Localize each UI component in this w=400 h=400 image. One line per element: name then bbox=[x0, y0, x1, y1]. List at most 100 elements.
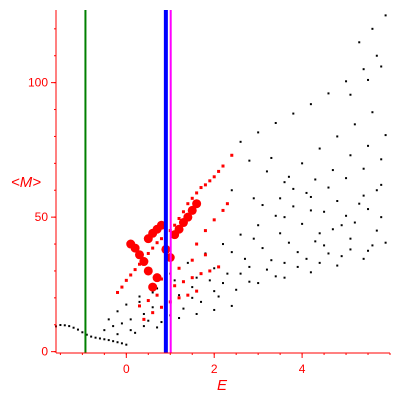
data-points bbox=[55, 14, 387, 346]
data-point bbox=[362, 194, 365, 197]
data-point bbox=[239, 233, 242, 236]
data-point bbox=[112, 340, 115, 343]
data-point bbox=[221, 208, 225, 212]
data-point bbox=[353, 221, 356, 224]
data-point bbox=[301, 222, 304, 225]
data-point bbox=[305, 191, 308, 194]
data-point bbox=[159, 277, 163, 281]
data-point bbox=[384, 14, 387, 17]
data-point bbox=[336, 135, 339, 138]
data-point bbox=[212, 218, 216, 222]
data-point bbox=[292, 112, 295, 115]
data-point bbox=[142, 312, 145, 315]
data-point bbox=[230, 251, 233, 254]
data-point bbox=[274, 121, 277, 124]
data-point bbox=[173, 223, 177, 227]
data-point bbox=[152, 273, 162, 283]
data-point bbox=[139, 257, 149, 267]
data-point bbox=[235, 288, 238, 291]
data-point bbox=[186, 202, 190, 206]
data-point bbox=[371, 244, 374, 247]
data-point bbox=[248, 265, 251, 268]
data-point bbox=[195, 289, 199, 293]
x-tick-label: 2 bbox=[211, 362, 218, 376]
data-point bbox=[375, 54, 378, 57]
data-point bbox=[257, 282, 260, 285]
data-point bbox=[199, 272, 203, 276]
data-point bbox=[222, 282, 224, 285]
data-point bbox=[190, 276, 194, 280]
data-point bbox=[146, 299, 150, 303]
data-point bbox=[203, 253, 207, 257]
data-point bbox=[340, 255, 343, 258]
data-point bbox=[349, 248, 352, 251]
data-point bbox=[195, 191, 199, 195]
data-point bbox=[116, 290, 120, 294]
data-point bbox=[380, 158, 383, 161]
data-point bbox=[296, 251, 299, 254]
data-point bbox=[208, 179, 212, 183]
data-point bbox=[384, 241, 387, 244]
data-point bbox=[200, 300, 203, 303]
data-point bbox=[283, 276, 286, 279]
data-point bbox=[103, 329, 106, 332]
data-point bbox=[371, 111, 374, 114]
data-point bbox=[159, 305, 163, 309]
data-point bbox=[309, 209, 312, 212]
data-point bbox=[151, 306, 154, 309]
data-point bbox=[358, 202, 361, 205]
data-point bbox=[367, 144, 370, 147]
data-point bbox=[318, 232, 321, 235]
data-point bbox=[367, 78, 370, 81]
data-point bbox=[107, 339, 110, 342]
x-tick-label: 0 bbox=[123, 362, 130, 376]
data-point bbox=[90, 335, 93, 338]
data-point bbox=[318, 261, 321, 264]
y-tick-label: 0 bbox=[41, 345, 48, 359]
data-point bbox=[222, 243, 224, 246]
data-point bbox=[243, 257, 246, 260]
data-point bbox=[213, 267, 216, 270]
axis-ticks: 0 2 4 0 50 100 bbox=[28, 28, 391, 376]
data-point bbox=[248, 159, 251, 162]
data-point bbox=[380, 216, 383, 219]
data-point bbox=[371, 27, 374, 30]
data-point bbox=[173, 284, 177, 288]
data-point bbox=[367, 249, 370, 252]
data-point bbox=[217, 265, 221, 269]
data-point bbox=[124, 278, 128, 282]
data-point bbox=[142, 325, 145, 328]
data-point bbox=[283, 261, 286, 264]
data-point bbox=[345, 177, 348, 180]
data-point bbox=[261, 247, 264, 250]
data-point bbox=[283, 216, 286, 219]
data-point bbox=[270, 259, 273, 262]
data-point bbox=[133, 268, 137, 272]
data-point bbox=[257, 131, 260, 134]
data-point bbox=[212, 175, 216, 179]
data-point bbox=[195, 276, 198, 279]
data-point bbox=[270, 156, 273, 159]
data-point bbox=[116, 341, 119, 344]
data-point bbox=[217, 295, 220, 298]
data-point bbox=[380, 183, 383, 186]
data-point bbox=[239, 140, 242, 143]
data-point bbox=[340, 224, 343, 227]
data-point bbox=[120, 342, 123, 345]
data-point bbox=[155, 293, 159, 297]
data-point bbox=[230, 304, 233, 307]
data-point bbox=[327, 186, 330, 189]
data-point bbox=[292, 205, 295, 208]
data-point bbox=[190, 196, 194, 200]
data-point bbox=[265, 170, 268, 173]
data-point bbox=[221, 164, 225, 168]
data-point bbox=[181, 210, 185, 214]
data-point bbox=[384, 134, 387, 137]
data-point bbox=[129, 329, 132, 332]
data-point bbox=[190, 258, 194, 262]
data-point bbox=[287, 241, 290, 244]
data-point bbox=[125, 303, 128, 306]
data-point bbox=[195, 312, 198, 315]
data-point bbox=[336, 264, 339, 267]
